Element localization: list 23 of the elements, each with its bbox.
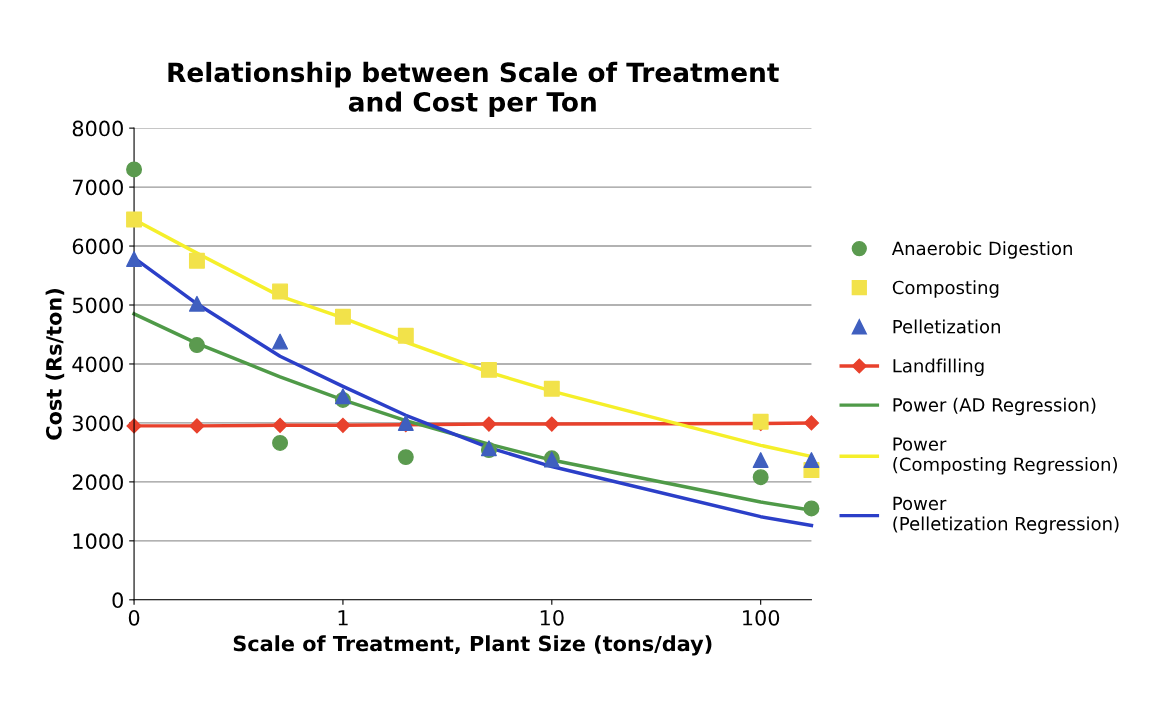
legend-label: Power (AD Regression) bbox=[893, 397, 1096, 416]
legend-label: Composting bbox=[892, 280, 999, 298]
y-tick-label: 5000 bbox=[72, 297, 123, 314]
y-tick-label: 6000 bbox=[72, 238, 123, 255]
x-tick-label: 1 bbox=[338, 610, 348, 626]
legend-label: Power (Pelletization Regression) bbox=[893, 496, 1119, 534]
legend-label: Anaerobic Digestion bbox=[891, 241, 1072, 259]
y-tick-label: 3000 bbox=[72, 415, 123, 432]
y-axis-title: Cost (Rs/ton) bbox=[45, 289, 65, 440]
y-tick-label: 4000 bbox=[72, 356, 123, 373]
x-tick-label: 100 bbox=[743, 609, 780, 626]
legend-label: Pelletization bbox=[893, 319, 1000, 334]
x-tick-label: 10 bbox=[540, 609, 564, 626]
y-tick-label: 1000 bbox=[73, 533, 123, 550]
legend-label: Power (Composting Regression) bbox=[893, 437, 1117, 475]
x-axis-title: Scale of Treatment, Plant Size (tons/day) bbox=[233, 635, 712, 656]
chart-title: Relationship between Scale of Treatment and Cost per Ton bbox=[168, 61, 779, 117]
y-tick-label: 2000 bbox=[72, 474, 123, 491]
y-tick-label: 7000 bbox=[73, 179, 123, 196]
legend-label: Landfilling bbox=[893, 358, 984, 377]
y-tick-label: 8000 bbox=[72, 120, 123, 137]
y-tick-label: 0 bbox=[112, 592, 123, 609]
x-tick-label: 0 bbox=[128, 609, 140, 626]
